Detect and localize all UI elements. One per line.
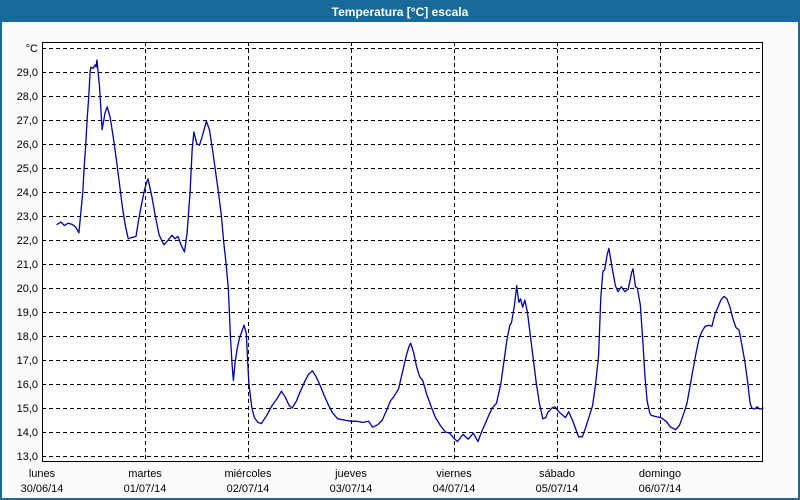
y-tick-label: 20,0: [17, 283, 38, 295]
x-day-label: lunes: [29, 468, 56, 480]
x-date-label: 01/07/14: [124, 483, 167, 495]
plot-background: [42, 42, 763, 462]
plot-border: [42, 42, 763, 462]
x-day-label: domingo: [639, 468, 681, 480]
window-title-bar: Temperatura [°C] escala: [2, 2, 798, 22]
x-date-label: 06/07/14: [639, 483, 682, 495]
y-tick-label: 19,0: [17, 307, 38, 319]
y-tick-label: 13,0: [17, 451, 38, 463]
y-tick-label: 15,0: [17, 403, 38, 415]
y-tick-label: 24,0: [17, 187, 38, 199]
window-title: Temperatura [°C] escala: [331, 5, 469, 19]
x-date-label: 04/07/14: [433, 483, 476, 495]
y-tick-label: 29,0: [17, 67, 38, 79]
temperature-series-line: [56, 59, 764, 443]
y-tick-label: 17,0: [17, 355, 38, 367]
y-tick-label: 18,0: [17, 331, 38, 343]
x-day-label: miércoles: [224, 468, 272, 480]
x-date-label: 02/07/14: [227, 483, 270, 495]
y-tick-label: 21,0: [17, 259, 38, 271]
x-day-label: martes: [128, 468, 162, 480]
x-date-label: 03/07/14: [330, 483, 373, 495]
y-tick-label: 25,0: [17, 163, 38, 175]
y-tick-label: 26,0: [17, 139, 38, 151]
x-day-label: viernes: [436, 468, 472, 480]
y-tick-label: 27,0: [17, 115, 38, 127]
x-date-label: 30/06/14: [21, 483, 64, 495]
x-date-label: 05/07/14: [536, 483, 579, 495]
y-tick-label: 14,0: [17, 427, 38, 439]
y-tick-label: 28,0: [17, 91, 38, 103]
x-day-label: jueves: [334, 468, 367, 480]
y-tick-label: 23,0: [17, 211, 38, 223]
y-tick-label: 22,0: [17, 235, 38, 247]
y-axis-unit-label: °C: [26, 43, 38, 55]
y-tick-label: 16,0: [17, 379, 38, 391]
x-day-label: sábado: [539, 468, 575, 480]
